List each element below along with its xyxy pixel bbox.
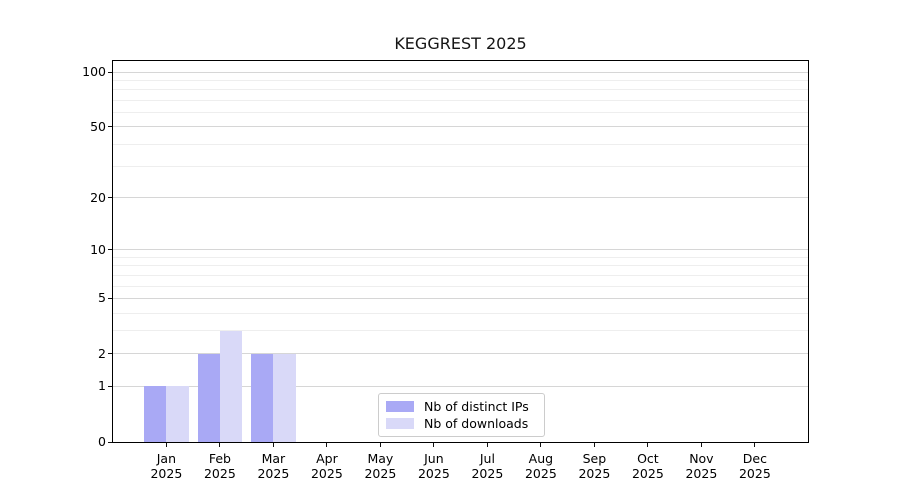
x-tick-month: Jan [156,451,177,466]
x-tick-month: Dec [742,451,767,466]
x-tick-label-apr: Apr 2025 [299,451,355,481]
y-tick-label-2: 2 [98,345,106,361]
gridline-minor-8 [113,265,808,267]
bar-downloads-jan [166,386,189,442]
gridline-minor-4 [113,312,808,314]
x-tick-mark-sep [593,443,595,447]
gridline-major-1 [113,385,808,387]
gridline-minor-60 [113,112,808,113]
y-tick-label-5: 5 [98,290,106,306]
y-tick-mark-10 [108,249,112,251]
x-tick-year: 2025 [310,466,343,481]
gridline-minor-70 [113,99,808,101]
y-tick-mark-20 [108,197,112,199]
y-tick-label-50: 50 [90,118,106,134]
bar-downloads-mar [273,353,296,442]
x-tick-mark-jan [165,443,167,447]
legend-swatch-distinct-ips [386,401,414,412]
gridline-minor-6 [113,285,808,287]
x-tick-label-feb: Feb 2025 [192,451,248,481]
x-tick-mark-nov [700,443,702,447]
x-tick-mark-apr [326,443,328,447]
gridline-minor-3 [113,330,808,332]
x-tick-label-jan: Jan 2025 [138,451,194,481]
x-tick-year: 2025 [203,466,236,481]
bar-distinct-ips-jan [144,386,167,442]
x-tick-month: Aug [528,451,554,466]
x-tick-mark-aug [540,443,542,447]
x-tick-year: 2025 [685,466,718,481]
x-tick-month: May [367,451,394,466]
legend: Nb of distinct IPs Nb of downloads [378,393,545,437]
x-tick-month: Oct [637,451,659,466]
x-tick-label-nov: Nov 2025 [673,451,729,481]
x-tick-year: 2025 [471,466,504,481]
plot-area: Nb of distinct IPs Nb of downloads [112,60,809,443]
y-tick-label-1: 1 [98,378,106,394]
gridline-major-5 [113,297,808,299]
y-tick-label-20: 20 [90,189,106,205]
gridline-minor-80 [113,89,808,91]
y-tick-mark-1 [108,385,112,387]
x-tick-month: Mar [261,451,286,466]
gridline-major-100 [113,71,808,73]
x-tick-year: 2025 [150,466,183,481]
y-tick-label-100: 100 [82,64,106,80]
x-tick-mark-mar [272,443,274,447]
x-tick-month: Sep [582,451,607,466]
y-tick-mark-0 [108,441,112,443]
bar-distinct-ips-feb [197,353,220,442]
x-tick-year: 2025 [738,466,771,481]
gridline-major-2 [113,353,808,355]
chart-title: KEGGREST 2025 [394,34,527,53]
y-tick-mark-100 [108,71,112,73]
y-tick-label-10: 10 [90,241,106,257]
gridline-major-20 [113,197,808,199]
gridline-minor-9 [113,256,808,258]
x-tick-year: 2025 [578,466,611,481]
legend-label-downloads: Nb of downloads [424,416,529,431]
x-tick-label-jun: Jun 2025 [406,451,462,481]
gridline-minor-90 [113,79,808,81]
x-tick-label-may: May 2025 [352,451,408,481]
x-tick-mark-feb [219,443,221,447]
legend-swatch-downloads [386,418,414,429]
x-tick-year: 2025 [417,466,450,481]
x-tick-mark-jun [433,443,435,447]
x-tick-mark-jul [486,443,488,447]
x-tick-year: 2025 [524,466,557,481]
gridline-major-10 [113,249,808,251]
x-tick-year: 2025 [631,466,664,481]
legend-item-distinct-ips: Nb of distinct IPs [386,399,536,414]
x-tick-month: Jul [479,451,495,466]
legend-label-distinct-ips: Nb of distinct IPs [424,399,529,414]
x-tick-month: Feb [208,451,231,466]
gridline-minor-7 [113,274,808,276]
y-tick-mark-2 [108,353,112,355]
x-tick-month: Apr [316,451,338,466]
x-tick-mark-may [379,443,381,447]
x-tick-year: 2025 [364,466,397,481]
gridline-minor-30 [113,166,808,168]
x-tick-label-oct: Oct 2025 [620,451,676,481]
x-tick-year: 2025 [257,466,290,481]
x-tick-label-jul: Jul 2025 [459,451,515,481]
y-tick-mark-50 [108,126,112,128]
x-tick-label-dec: Dec 2025 [727,451,783,481]
x-tick-month: Jun [424,451,444,466]
x-tick-mark-oct [647,443,649,447]
legend-item-downloads: Nb of downloads [386,416,536,431]
x-tick-mark-dec [754,443,756,447]
x-tick-label-sep: Sep 2025 [566,451,622,481]
gridline-major-50 [113,126,808,128]
x-tick-label-aug: Aug 2025 [513,451,569,481]
y-tick-mark-5 [108,297,112,299]
bar-distinct-ips-mar [251,353,274,442]
x-tick-label-mar: Mar 2025 [245,451,301,481]
bar-downloads-feb [219,330,243,442]
gridline-minor-40 [113,143,808,145]
x-tick-month: Nov [689,451,714,466]
y-tick-label-0: 0 [98,434,106,449]
